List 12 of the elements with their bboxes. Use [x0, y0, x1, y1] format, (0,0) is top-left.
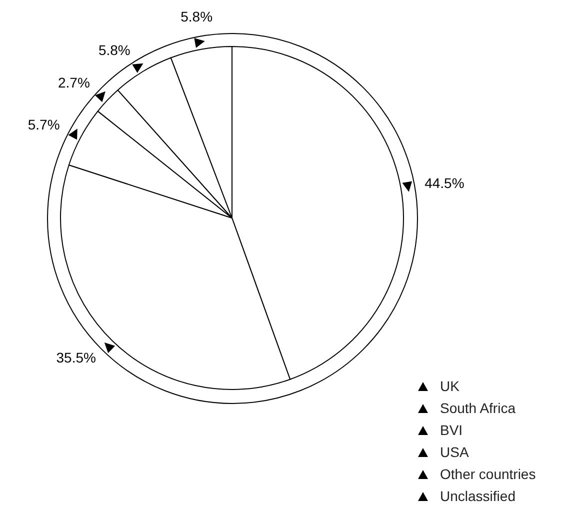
data-label: 44.5%	[424, 175, 464, 192]
data-label: 5.8%	[98, 42, 130, 58]
legend-label: Unclassified	[439, 487, 516, 506]
legend-label: South Africa	[439, 399, 516, 418]
data-label: 5.8%	[180, 8, 213, 25]
data-label: 35.5%	[56, 349, 96, 366]
legend-label: Other countries	[439, 465, 536, 484]
legend-label: BVI	[439, 421, 464, 440]
legend-label: UK	[439, 377, 460, 396]
data-label: 5.7%	[28, 116, 60, 132]
data-label: 2.7%	[58, 74, 90, 91]
legend-label: USA	[439, 443, 470, 462]
